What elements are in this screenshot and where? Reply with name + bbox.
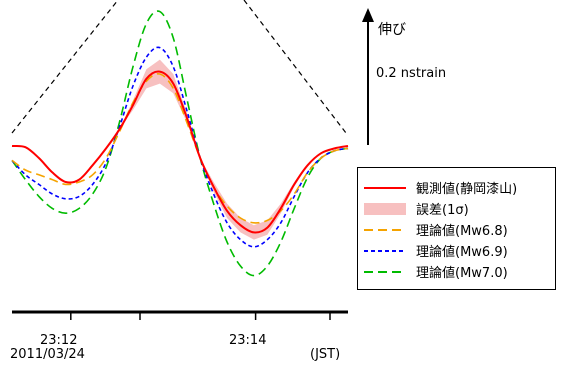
series-line-2 <box>11 72 349 224</box>
legend-item: 理論値(Mw7.0) <box>364 262 508 281</box>
legend: 観測値(静岡漆山) 誤差(1σ) 理論値(Mw6.8) 理論値(Mw6.9) 理… <box>357 167 556 290</box>
legend-item: 観測値(静岡漆山) <box>364 178 518 197</box>
legend-label: 観測値(静岡漆山) <box>416 181 518 197</box>
legend-item: 理論値(Mw6.8) <box>364 220 508 239</box>
x-tick-label-1: 23:12 <box>40 333 78 348</box>
legend-item: 誤差(1σ) <box>364 199 469 218</box>
scale-value-label: 0.2 nstrain <box>376 66 447 81</box>
scale-direction-label: 伸び <box>378 22 406 38</box>
x-tick-label-2: 23:14 <box>229 333 267 348</box>
timezone-label: (JST) <box>310 347 341 362</box>
series-line-1 <box>11 70 349 234</box>
scale-bar-arrowhead <box>362 8 374 22</box>
guide-line-left <box>11 0 119 134</box>
legend-label: 理論値(Mw6.8) <box>416 223 508 239</box>
guide-line-right <box>243 0 347 134</box>
legend-item: 理論値(Mw6.9) <box>364 241 508 260</box>
series-line-4 <box>11 10 349 277</box>
series-line-3 <box>11 46 349 248</box>
date-label: 2011/03/24 <box>10 347 85 362</box>
legend-label: 理論値(Mw7.0) <box>416 265 508 281</box>
legend-label: 理論値(Mw6.9) <box>416 244 508 260</box>
error-band <box>12 59 348 240</box>
legend-label: 誤差(1σ) <box>416 202 469 218</box>
